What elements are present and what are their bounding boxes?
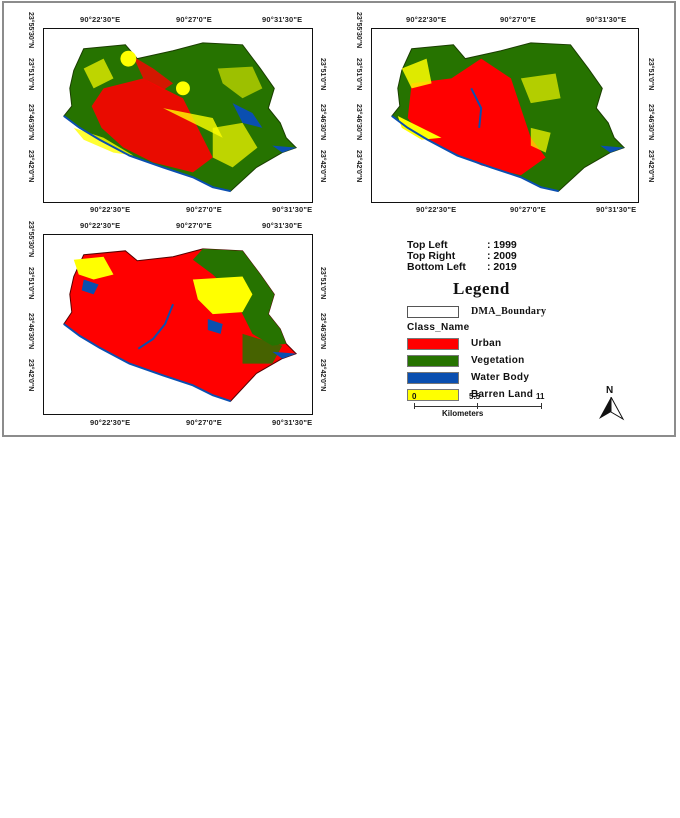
boundary-swatch (407, 305, 459, 318)
year-value: : 2019 (487, 261, 517, 273)
legend-title: Legend (453, 279, 510, 298)
lon-label: 90°31'30"E (272, 205, 313, 214)
lon-label: 90°27'0"E (510, 205, 546, 214)
lat-label: 23°51'0"N (27, 267, 34, 300)
lon-label: 90°31'30"E (262, 221, 303, 230)
legend-area: Top Left : 1999 Top Right : 2009 Bottom … (407, 240, 657, 421)
scale-tick-label: 5.5 (469, 392, 481, 401)
year-value: : 1999 (487, 239, 517, 251)
lat-label: 23°46'30"N (319, 104, 326, 141)
legend-item-water: Water Body (407, 369, 657, 386)
scale-tick-label: 0 (412, 392, 417, 401)
north-arrow: N (597, 385, 627, 421)
scale-tick (477, 403, 478, 409)
scale-tick (414, 403, 415, 409)
lat-label: 23°55'30"N (355, 12, 362, 49)
scale-unit: Kilometers (442, 409, 484, 418)
scale-bar: 0 5.5 11 Kilometers (412, 392, 552, 418)
lon-label: 90°22'30"E (80, 221, 121, 230)
north-arrow-icon (599, 397, 625, 421)
lat-label: 23°51'0"N (27, 58, 34, 91)
lon-label: 90°27'0"E (176, 221, 212, 230)
land-cover-map-2009 (391, 42, 626, 193)
legend-item-urban: Urban (407, 335, 657, 352)
land-cover-map-2019 (63, 248, 298, 403)
lon-label: 90°27'0"E (176, 15, 212, 24)
lat-label: 23°42'0"N (355, 150, 362, 183)
class-header: Class_Name (407, 322, 470, 333)
lat-label: 23°42'0"N (27, 359, 34, 392)
lat-label: 23°55'30"N (27, 221, 34, 258)
map-frame (371, 28, 639, 203)
lon-label: 90°22'30"E (90, 418, 131, 427)
lat-label: 23°42'0"N (319, 359, 326, 392)
north-label: N (606, 385, 614, 396)
water-swatch (407, 371, 459, 384)
lon-label: 90°27'0"E (186, 205, 222, 214)
legend-label: Urban (471, 338, 502, 349)
map-panel-2019: 90°22'30"E 90°27'0"E 90°31'30"E 23°55'30… (0, 215, 340, 430)
legend-item-boundary: DMA_Boundary (407, 303, 657, 320)
year-row: Top Left : 1999 (407, 240, 657, 251)
lon-label: 90°31'30"E (596, 205, 637, 214)
legend-label: Vegetation (471, 355, 525, 366)
lon-label: 90°31'30"E (262, 15, 303, 24)
land-cover-map-1999 (63, 42, 298, 193)
year-row: Top Right : 2009 (407, 251, 657, 262)
lat-label: 23°42'0"N (27, 150, 34, 183)
urban-swatch (407, 337, 459, 350)
legend-label: Water Body (471, 372, 530, 383)
lat-label: 23°51'0"N (319, 58, 326, 91)
lon-label: 90°27'0"E (500, 15, 536, 24)
map-frame (43, 28, 313, 203)
map-panel-2009: 90°22'30"E 90°27'0"E 90°31'30"E 23°55'30… (340, 0, 680, 215)
vegetation-swatch (407, 354, 459, 367)
barren-swatch (407, 388, 459, 401)
lon-label: 90°31'30"E (586, 15, 627, 24)
lon-label: 90°22'30"E (80, 15, 121, 24)
legend-item-barren: Barren Land (407, 386, 657, 403)
lon-label: 90°22'30"E (90, 205, 131, 214)
lon-label: 90°27'0"E (186, 418, 222, 427)
legend-item-vegetation: Vegetation (407, 352, 657, 369)
lat-label: 23°51'0"N (319, 267, 326, 300)
year-key: Bottom Left (407, 261, 466, 273)
lat-label: 23°42'0"N (319, 150, 326, 183)
map-panel-1999: 90°22'30"E 90°27'0"E 90°31'30"E 23°55'30… (0, 0, 340, 215)
year-value: : 2009 (487, 250, 517, 262)
year-key: Top Right (407, 250, 456, 262)
scale-tick (541, 403, 542, 409)
lon-label: 90°31'30"E (272, 418, 313, 427)
lat-label: 23°46'30"N (647, 104, 654, 141)
lat-label: 23°55'30"N (27, 12, 34, 49)
lat-label: 23°51'0"N (355, 58, 362, 91)
year-row: Bottom Left : 2019 (407, 262, 657, 273)
year-key: Top Left (407, 239, 448, 251)
lon-label: 90°22'30"E (406, 15, 447, 24)
map-frame (43, 234, 313, 415)
lat-label: 23°46'30"N (27, 313, 34, 350)
scale-tick-label: 11 (536, 392, 545, 401)
boundary-label: DMA_Boundary (471, 306, 547, 317)
lat-label: 23°46'30"N (27, 104, 34, 141)
lat-label: 23°46'30"N (355, 104, 362, 141)
lat-label: 23°42'0"N (647, 150, 654, 183)
legend-label: Barren Land (471, 389, 534, 400)
lat-label: 23°46'30"N (319, 313, 326, 350)
lon-label: 90°22'30"E (416, 205, 457, 214)
lat-label: 23°51'0"N (647, 58, 654, 91)
